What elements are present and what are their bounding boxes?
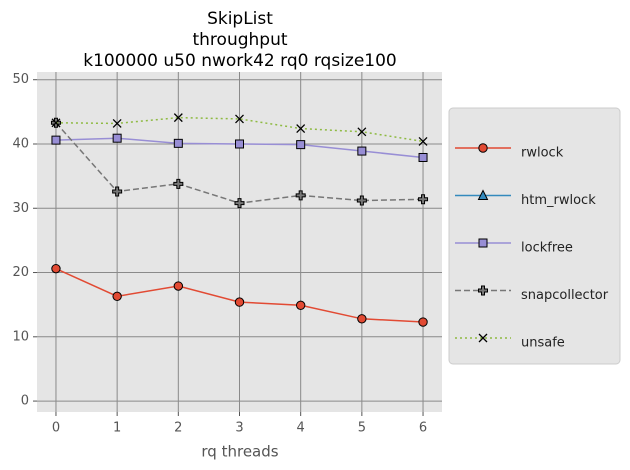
marker <box>234 198 245 209</box>
marker <box>235 139 244 149</box>
x-tick-label: 1 <box>113 421 121 436</box>
marker <box>357 127 367 137</box>
marker <box>112 291 122 302</box>
marker <box>173 281 184 291</box>
marker <box>418 136 428 146</box>
marker <box>296 124 306 134</box>
x-tick-label: 4 <box>297 421 305 436</box>
legend-marker <box>478 285 488 296</box>
marker <box>173 178 184 189</box>
legend-marker <box>477 189 489 200</box>
legend-marker <box>478 238 488 248</box>
chart-title: k100000 u50 nwork42 rq0 rqsize100 <box>83 51 397 71</box>
legend-label: rwlock <box>521 146 564 161</box>
y-tick-label: 30 <box>12 201 29 216</box>
x-tick-label: 5 <box>358 421 366 436</box>
legend-label: htm_rwlock <box>521 193 596 208</box>
marker <box>295 300 306 311</box>
x-tick-label: 6 <box>419 421 427 436</box>
marker <box>418 317 428 327</box>
y-tick-label: 20 <box>12 265 29 280</box>
y-tick-label: 0 <box>21 394 29 409</box>
y-tick-label: 10 <box>12 329 29 344</box>
x-tick-label: 2 <box>174 421 182 436</box>
chart-title: SkipList <box>207 9 273 29</box>
y-tick-label: 50 <box>12 72 29 87</box>
marker <box>357 146 367 156</box>
marker <box>112 186 123 197</box>
marker <box>235 114 244 124</box>
marker <box>51 118 61 128</box>
legend-marker <box>478 143 488 153</box>
legend-label: snapcollector <box>521 288 609 303</box>
marker <box>112 133 122 143</box>
marker <box>51 263 61 274</box>
marker <box>357 314 367 324</box>
marker <box>356 195 367 206</box>
legend <box>448 107 621 365</box>
y-tick-label: 40 <box>12 136 29 151</box>
marker <box>296 140 306 150</box>
chart-title: throughput <box>192 30 287 50</box>
legend-marker <box>478 333 488 343</box>
marker <box>173 113 183 123</box>
legend-label: unsafe <box>521 336 565 351</box>
marker <box>234 297 245 307</box>
marker <box>173 138 183 148</box>
marker <box>112 118 122 128</box>
marker <box>51 135 61 145</box>
x-tick-label: 3 <box>235 421 243 436</box>
legend-label: lockfree <box>521 241 573 256</box>
x-tick-label: 0 <box>52 421 60 436</box>
marker <box>418 152 428 162</box>
marker <box>295 190 306 201</box>
x-axis-label: rq threads <box>201 443 278 461</box>
marker <box>418 194 429 205</box>
